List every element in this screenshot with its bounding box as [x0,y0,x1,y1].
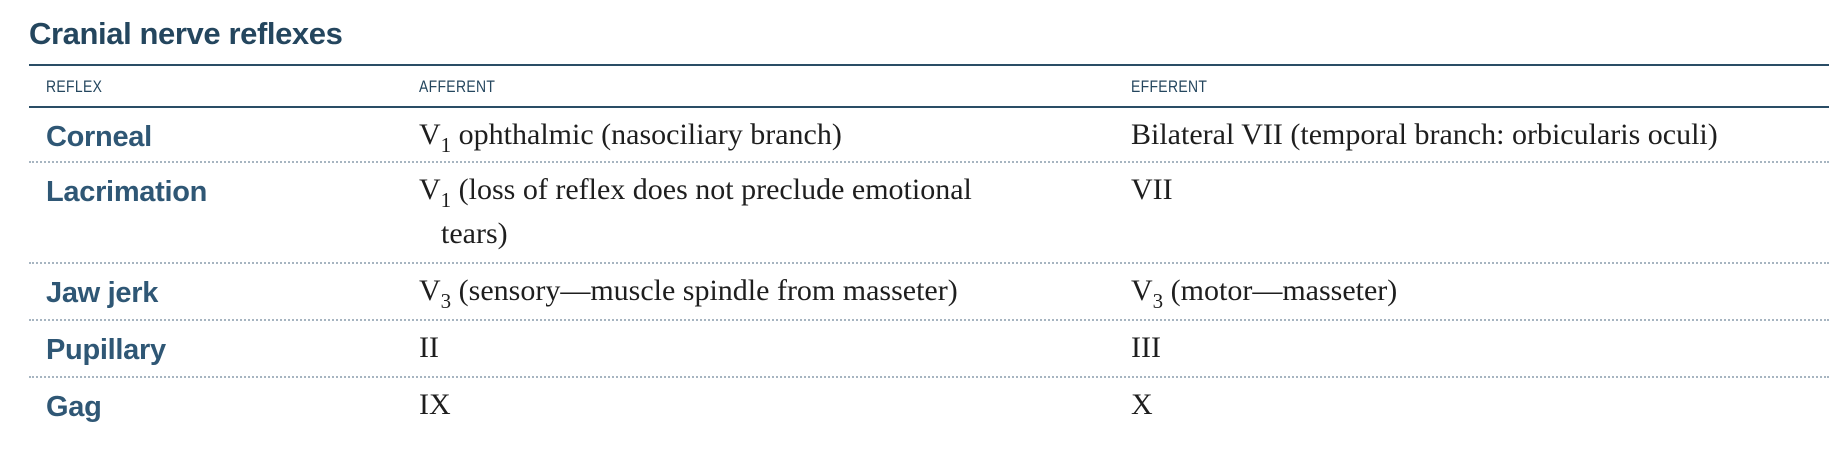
table-row: Pupillary II III [0,321,1840,378]
table-header-row: REFLEX AFFERENT EFFERENT [0,66,1840,106]
reflex-name: Corneal [46,121,152,153]
afferent-text-continued: tears) [441,217,508,250]
afferent-cell: IX [419,382,1079,428]
afferent-cell: V1 ophthalmic (nasociliary branch) [419,112,1079,160]
afferent-nerve: V [419,118,441,151]
header-reflex: REFLEX [46,77,103,96]
afferent-text: ophthalmic (nasociliary branch) [451,118,842,151]
efferent-cell: Bilateral VII (temporal branch: orbicula… [1131,112,1840,158]
row-separator [29,376,1829,378]
table-row: Gag IX X [0,378,1840,438]
header-efferent: EFFERENT [1131,77,1208,96]
efferent-nerve: VII [1131,173,1173,206]
afferent-subscript: 3 [440,289,452,313]
efferent-nerve: X [1131,388,1153,421]
afferent-subscript: 1 [440,188,452,212]
reflex-name: Jaw jerk [46,277,159,309]
afferent-cell: II [419,325,1079,371]
table-top-rule [29,64,1829,66]
efferent-subscript: 3 [1152,289,1164,313]
afferent-cell: V1 (loss of reflex does not preclude emo… [419,167,1079,257]
afferent-cell: V3 (sensory—muscle spindle from masseter… [419,268,1079,316]
efferent-nerve: V [1131,274,1153,307]
afferent-text: (loss of reflex does not preclude emotio… [451,173,972,206]
reflex-name: Lacrimation [46,176,208,208]
table-title: Cranial nerve reflexes [29,16,343,51]
efferent-text: (motor—masseter) [1163,274,1398,307]
efferent-cell: X [1131,382,1840,428]
table-header-rule [29,106,1829,108]
efferent-nerve: Bilateral VII (temporal branch: orbicula… [1131,118,1718,151]
table-row: Corneal V1 ophthalmic (nasociliary branc… [0,108,1840,163]
afferent-subscript: 1 [440,133,452,157]
efferent-nerve: III [1131,331,1161,364]
afferent-nerve: V [419,173,441,206]
afferent-nerve: IX [419,388,451,421]
reflex-name: Gag [46,391,102,423]
row-separator [29,161,1829,163]
afferent-text: (sensory—muscle spindle from masseter) [451,274,958,307]
header-afferent: AFFERENT [419,77,496,96]
row-separator [29,319,1829,321]
efferent-cell: VII [1131,167,1840,213]
reflex-name: Pupillary [46,334,166,366]
row-separator [29,262,1829,264]
efferent-cell: V3 (motor—masseter) [1131,268,1840,316]
afferent-nerve: V [419,274,441,307]
table-row: Lacrimation V1 (loss of reflex does not … [0,163,1840,264]
table-row: Jaw jerk V3 (sensory—muscle spindle from… [0,264,1840,321]
afferent-nerve: II [419,331,439,364]
efferent-cell: III [1131,325,1840,371]
